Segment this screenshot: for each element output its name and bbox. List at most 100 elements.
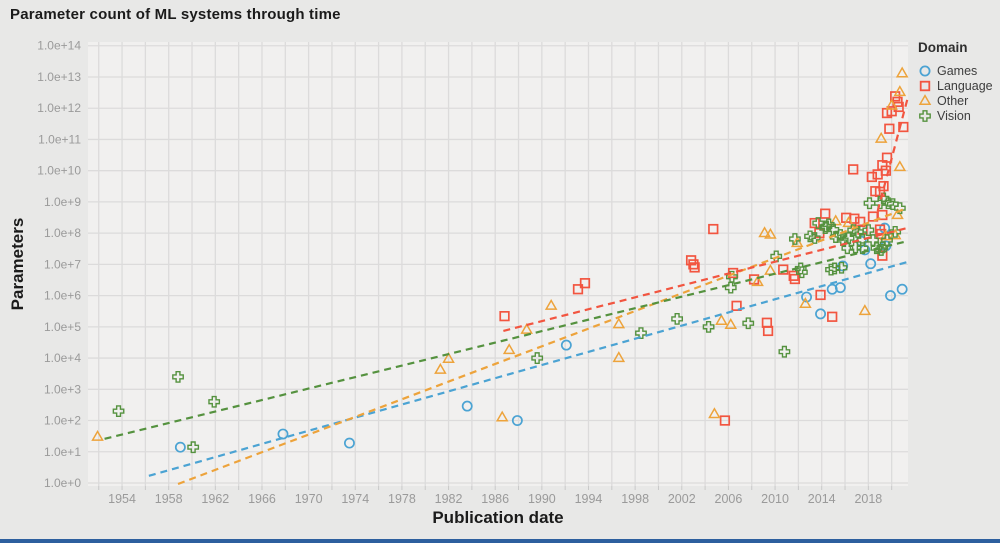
legend-item-other[interactable]: Other [918,93,993,108]
y-tick-label: 1.0e+9 [44,195,81,209]
y-tick-label: 1.0e+14 [37,39,81,53]
x-tick-label: 1962 [201,492,229,506]
data-point [896,283,908,295]
y-tick-label: 1.0e+2 [44,414,81,428]
data-point [799,297,812,309]
data-point [742,317,755,330]
data-point [778,264,789,275]
data-point [560,339,572,351]
data-point [877,192,890,205]
x-tick-label: 2006 [715,492,743,506]
data-point [688,259,699,270]
x-tick-label: 1978 [388,492,416,506]
y-tick-label: 1.0e+4 [44,351,81,365]
data-point [511,415,523,426]
legend-item-games[interactable]: Games [918,63,993,78]
trend-line-language [876,96,910,212]
legend-item-label: Games [937,63,978,78]
data-point [834,282,846,294]
legend-title: Domain [918,40,968,55]
data-point [612,317,626,329]
data-point [893,160,907,172]
legend-item-label: Vision [937,108,971,123]
data-point [876,241,889,254]
data-point [870,242,883,255]
data-point [172,370,184,383]
data-point [708,223,719,235]
cross-icon [919,109,931,122]
x-tick-label: 2002 [668,492,696,506]
y-tick-label: 1.0e+3 [44,382,81,396]
legend-item-vision[interactable]: Vision [918,108,993,123]
data-point [635,327,647,340]
data-point [520,322,533,334]
data-point [835,261,848,274]
data-point [825,263,837,276]
legend: Domain Games Language Other Vision [918,40,993,123]
y-tick-label: 1.0e+13 [37,70,81,84]
x-axis-title: Publication date [432,508,564,527]
data-point [187,441,200,454]
data-point [442,352,455,363]
data-point [719,415,731,426]
data-point [851,225,864,238]
data-point [804,230,816,243]
data-point [841,242,854,255]
data-point [848,164,859,175]
y-tick-label: 1.0e+12 [37,101,81,115]
chart-title: Parameter count of ML systems through ti… [10,6,341,23]
data-point [849,241,862,254]
data-point [822,218,835,231]
data-point [880,165,891,176]
legend-item-language[interactable]: Language [918,78,993,93]
data-point [544,298,558,310]
data-point [842,216,855,228]
data-point [893,101,904,113]
data-point [788,233,801,245]
y-tick-label: 1.0e+10 [37,164,81,178]
data-point [836,234,849,246]
y-tick-label: 1.0e+11 [38,132,81,146]
data-point [842,232,855,245]
data-point [612,351,626,363]
data-point [702,320,715,333]
data-point [724,318,738,329]
data-point [884,123,895,134]
data-point [91,429,104,441]
x-tick-label: 2014 [808,492,836,506]
data-point [878,180,889,192]
y-tick-label: 1.0e+6 [44,289,81,303]
data-point [343,437,355,449]
data-point [751,275,764,287]
data-point [499,310,510,322]
legend-item-label: Language [937,78,993,93]
data-point [815,308,826,320]
x-tick-label: 1974 [341,492,369,506]
data-point [881,152,893,163]
data-point [790,236,804,248]
data-point [863,197,876,210]
data-point [866,171,878,183]
data-point [689,262,700,273]
data-point [434,362,447,374]
circle-icon [919,65,931,76]
trend-line-vision [104,240,908,440]
x-tick-label: 2010 [761,492,789,506]
data-point [895,66,909,78]
data-point [809,217,820,229]
data-point [208,395,221,408]
data-point [889,225,902,238]
data-point [789,273,801,285]
data-point [808,232,821,244]
data-point [827,311,838,322]
x-tick-label: 1998 [621,492,649,506]
data-point [820,208,831,219]
data-point [882,197,895,210]
data-point [174,441,186,453]
trend-line-other [177,207,908,486]
data-point [762,325,774,337]
x-tick-label: 1954 [108,492,136,506]
y-tick-label: 1.0e+5 [44,320,81,334]
x-tick-label: 1990 [528,492,556,506]
